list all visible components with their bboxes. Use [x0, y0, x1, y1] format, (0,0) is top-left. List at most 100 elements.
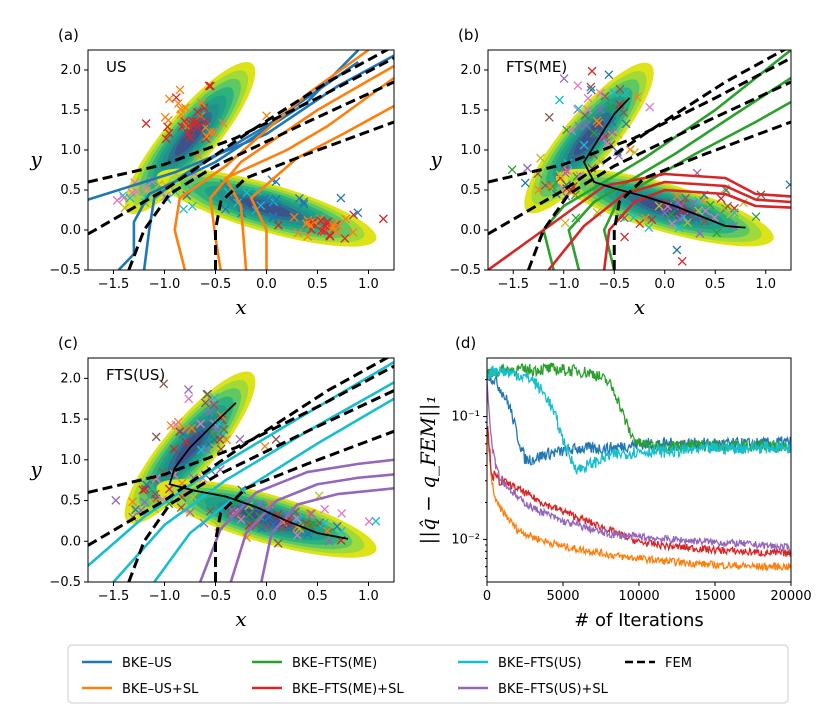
plot-area	[88, 358, 394, 582]
sample-point	[560, 168, 570, 178]
sample-point	[555, 170, 565, 180]
y-tick-label: 2.0	[60, 371, 81, 386]
panel-label: (d)	[455, 334, 476, 352]
sample-point	[536, 153, 546, 163]
sample-point	[169, 444, 179, 454]
sample-point	[188, 426, 198, 436]
sample-point	[273, 538, 283, 548]
sample-point	[206, 81, 215, 91]
fem-committor-contour-4	[214, 429, 394, 582]
sample-point	[632, 92, 642, 102]
panel-a: −1.5 −1.0 −0.5 0.0 0.5 1.0 −0.5 0.0 0.5 1.0 1.5 2.0…	[29, 26, 395, 319]
sample-point	[608, 127, 618, 137]
sample-point	[573, 81, 583, 91]
y-tick-label: −0.5	[49, 575, 81, 590]
sample-point	[252, 520, 262, 530]
fem-committor-contour-1	[488, 50, 787, 236]
sample-point	[316, 226, 326, 236]
error-series-line	[487, 381, 791, 553]
x-tick-label: 0.5	[307, 589, 328, 604]
bke-committor-contour-3	[260, 487, 394, 582]
sample-point	[716, 194, 726, 203]
sample-point	[615, 84, 625, 94]
sample-point	[583, 105, 592, 115]
x-axis-label: # of Iterations	[574, 610, 704, 631]
sample-point	[600, 91, 610, 101]
sample-point	[672, 245, 682, 255]
bke-committor-contour-1	[488, 172, 791, 270]
sample-point	[548, 182, 558, 192]
sample-point	[204, 81, 214, 91]
sample-point	[334, 222, 344, 232]
sample-point	[299, 199, 309, 209]
sample-point	[140, 484, 150, 494]
sample-point	[371, 516, 381, 526]
x-axis-label: x	[634, 295, 645, 319]
sample-point	[586, 82, 596, 92]
sample-point	[589, 128, 599, 138]
x-tick-label: 0.5	[307, 277, 328, 292]
error-series-line	[487, 425, 791, 558]
sample-point	[595, 157, 605, 166]
panel-label: (c)	[58, 334, 78, 352]
sample-point	[176, 110, 186, 120]
sample-point	[178, 429, 188, 439]
sample-point	[301, 219, 311, 229]
sample-point	[196, 419, 205, 429]
sample-point	[235, 434, 245, 444]
x-tick-label: −1.0	[548, 277, 580, 292]
y-tick-label: 10⁻²	[451, 532, 480, 547]
sample-point	[586, 85, 596, 95]
legend-label: BKE–US+SL	[122, 682, 199, 697]
sample-point	[200, 117, 210, 127]
sample-point	[681, 193, 691, 203]
sample-point	[191, 117, 201, 127]
sample-point	[222, 435, 231, 445]
sample-point	[118, 191, 128, 201]
sample-point	[263, 196, 273, 206]
sample-point	[203, 389, 213, 399]
sample-point	[324, 536, 334, 546]
sample-point	[348, 227, 358, 237]
y-tick-label: 1.0	[460, 143, 481, 158]
axes-frame	[87, 49, 395, 271]
sample-point	[125, 193, 135, 203]
x-tick-label: 0.5	[705, 277, 726, 292]
sample-point	[193, 107, 202, 117]
sample-point	[349, 210, 359, 220]
sample-point	[221, 204, 230, 214]
sample-point	[654, 201, 664, 211]
sample-point	[621, 119, 631, 129]
y-tick-label: 0.0	[60, 223, 81, 238]
legend-label: BKE–US	[122, 656, 172, 671]
sample-point	[202, 131, 212, 141]
sample-point	[209, 127, 219, 137]
legend-label: BKE–FTS(US)+SL	[498, 682, 609, 697]
x-axis-label: x	[235, 607, 246, 631]
sample-point	[271, 434, 281, 444]
sample-point	[677, 256, 687, 266]
sample-point	[718, 203, 728, 213]
sample-point	[293, 228, 303, 238]
sample-point	[595, 88, 605, 98]
y-tick-label: 1.5	[60, 412, 81, 427]
sample-point	[305, 509, 315, 519]
axes-frame	[87, 357, 395, 583]
legend-label: BKE–FTS(ME)+SL	[292, 682, 404, 697]
legend-label: BKE–FTS(ME)	[292, 656, 377, 671]
sample-point	[199, 103, 209, 113]
sample-point	[336, 193, 346, 203]
sample-point	[260, 441, 270, 451]
y-tick-label: 2.0	[60, 63, 81, 78]
sample-point	[197, 98, 206, 108]
sample-point	[307, 509, 316, 519]
sample-point	[587, 66, 597, 76]
y-tick-label: 0.5	[60, 494, 81, 509]
sample-point	[242, 188, 252, 198]
y-tick-label: 0.0	[60, 534, 81, 549]
sample-point	[299, 197, 309, 207]
y-tick-label: 10⁻¹	[451, 410, 480, 425]
sample-point	[181, 437, 191, 447]
bke-committor-contour-3	[209, 64, 394, 270]
sample-point	[111, 495, 121, 505]
